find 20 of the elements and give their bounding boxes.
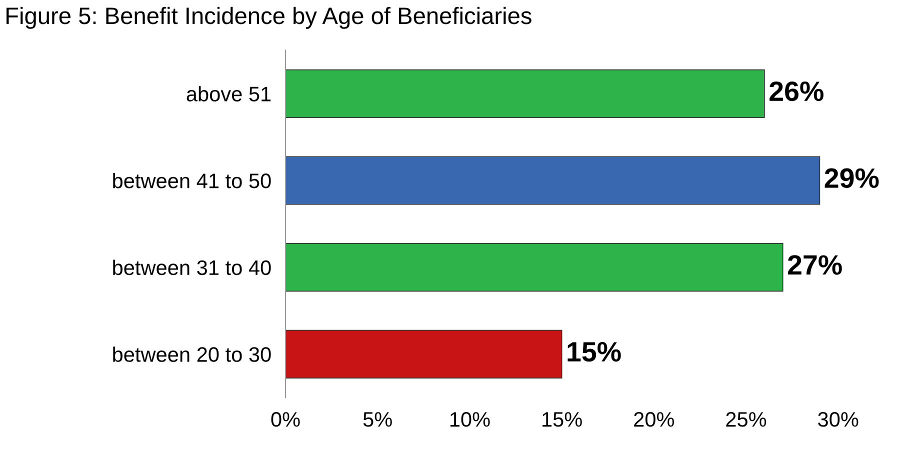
x-tick-label: 15% xyxy=(542,412,582,427)
y-tick-label: between 41 to 50 xyxy=(113,172,271,188)
x-tick-label: 30% xyxy=(818,412,858,427)
y-tick-label: between 31 to 40 xyxy=(113,260,271,276)
x-tick-label: 25% xyxy=(726,412,766,427)
y-tick-label: above 51 xyxy=(186,86,271,102)
bar xyxy=(286,156,820,205)
chart-title: Figure 5: Benefit Incidence by Age of Beneficiaries xyxy=(6,6,532,29)
x-tick-label: 5% xyxy=(363,412,392,427)
data-label: 27% xyxy=(788,255,842,275)
bar xyxy=(286,330,562,378)
x-tick-label: 10% xyxy=(450,412,490,427)
x-tick-label: 0% xyxy=(271,412,300,427)
x-tick-label: 20% xyxy=(634,412,674,427)
data-label: 26% xyxy=(770,81,824,102)
bar xyxy=(286,243,784,292)
data-label: 15% xyxy=(568,342,621,362)
data-label: 29% xyxy=(824,168,879,188)
bar xyxy=(286,69,765,118)
y-tick-label: between 20 to 30 xyxy=(113,346,271,362)
